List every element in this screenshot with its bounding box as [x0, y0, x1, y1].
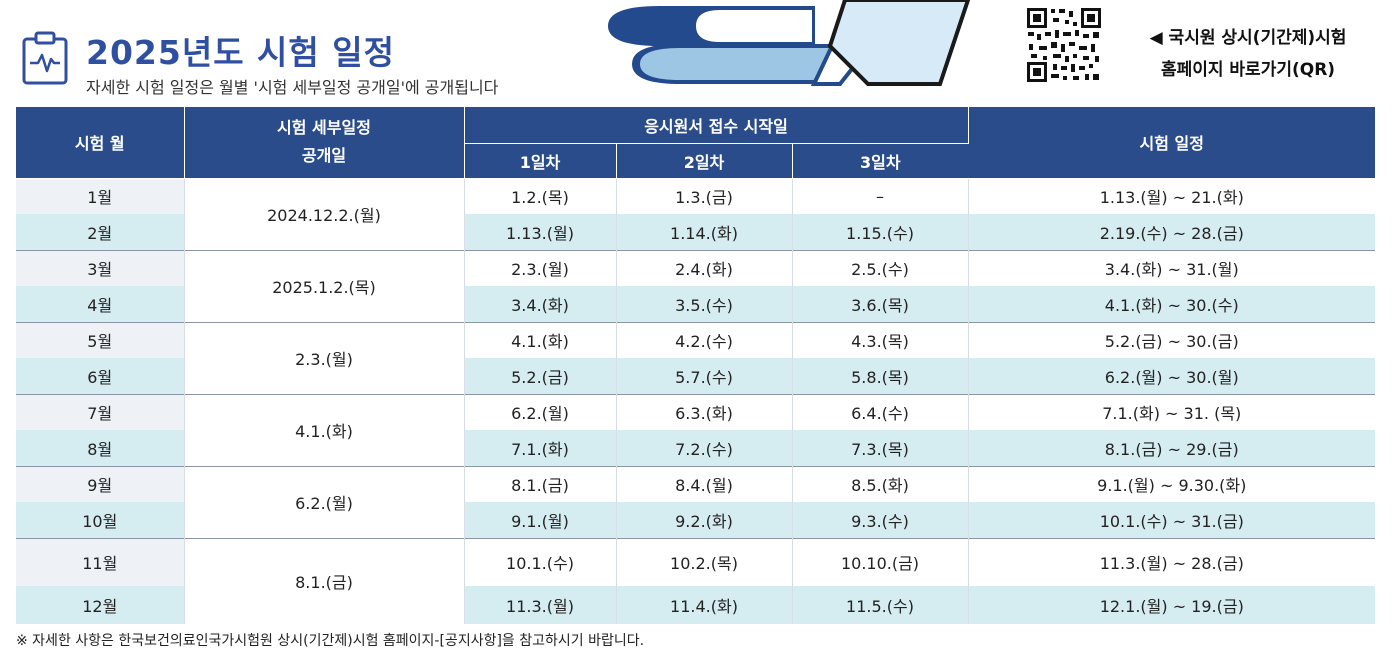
- day1-cell: 6.2.(월): [464, 393, 617, 430]
- day1-cell: 11.3.(월): [464, 586, 617, 624]
- day1-cell: 7.1.(화): [464, 430, 617, 466]
- qr-code-icon[interactable]: [1025, 6, 1103, 84]
- day1-cell: 10.1.(수): [464, 537, 617, 586]
- day3-cell: 5.8.(목): [792, 358, 969, 394]
- publish-date-cell: 6.2.(월): [184, 465, 465, 538]
- day2-cell: 3.5.(수): [616, 286, 793, 322]
- day1-cell: 5.2.(금): [464, 358, 617, 394]
- day3-cell: 3.6.(목): [792, 286, 969, 322]
- day2-cell: 6.3.(화): [616, 393, 793, 430]
- day2-cell: 2.4.(화): [616, 249, 793, 286]
- day3-cell: 7.3.(목): [792, 430, 969, 466]
- day2-cell: 11.4.(화): [616, 586, 793, 624]
- day2-cell: 1.3.(금): [616, 178, 793, 214]
- footnote: ※ 자세한 사항은 한국보건의료인국가시험원 상시(기간제)시험 홈페이지-[공…: [16, 633, 645, 649]
- exam-date-cell: 1.13.(월) ~ 21.(화): [968, 178, 1376, 214]
- month-cell: 7월: [16, 393, 185, 430]
- publish-date-cell: 2.3.(월): [184, 321, 465, 394]
- header-publish-line1: 시험 세부일정: [277, 118, 371, 138]
- day2-cell: 10.2.(목): [616, 537, 793, 586]
- exam-date-cell: 2.19.(수) ~ 28.(금): [968, 214, 1376, 250]
- month-cell: 8월: [16, 430, 185, 466]
- day3-cell: 6.4.(수): [792, 393, 969, 430]
- month-cell: 3월: [16, 249, 185, 286]
- day3-cell: 8.5.(화): [792, 465, 969, 502]
- publish-date-cell: 8.1.(금): [184, 537, 465, 624]
- month-cell: 11월: [16, 537, 185, 586]
- header-exam: 시험 일정: [968, 107, 1376, 179]
- header-publish-line2: 공개일: [301, 146, 347, 166]
- day2-cell: 8.4.(월): [616, 465, 793, 502]
- exam-date-cell: 3.4.(화) ~ 31.(월): [968, 249, 1376, 286]
- header-application: 응시원서 접수 시작일: [464, 107, 969, 144]
- exam-date-cell: 8.1.(금) ~ 29.(금): [968, 430, 1376, 466]
- exam-date-cell: 10.1.(수) ~ 31.(금): [968, 502, 1376, 538]
- month-cell: 9월: [16, 465, 185, 502]
- qr-link-line1: ◀ 국시원 상시(기간제)시험: [1149, 28, 1347, 48]
- page-subtitle: 자세한 시험 일정은 월별 '시험 세부일정 공개일'에 공개됩니다: [86, 78, 499, 97]
- day2-cell: 4.2.(수): [616, 321, 793, 358]
- month-cell: 6월: [16, 358, 185, 394]
- day3-cell: –: [792, 178, 969, 214]
- page-header: 2025년도 시험 일정 자세한 시험 일정은 월별 '시험 세부일정 공개일'…: [0, 0, 1393, 104]
- publish-date-cell: 4.1.(화): [184, 393, 465, 466]
- publish-date-cell: 2025.1.2.(목): [184, 249, 465, 322]
- qr-link-line2: 홈페이지 바로가기(QR): [1160, 60, 1336, 80]
- day1-cell: 1.13.(월): [464, 214, 617, 250]
- day3-cell: 4.3.(목): [792, 321, 969, 358]
- month-cell: 10월: [16, 502, 185, 538]
- header-month: 시험 월: [16, 107, 185, 179]
- header-day2: 2일차: [616, 143, 793, 179]
- month-cell: 2월: [16, 214, 185, 250]
- header-day1: 1일차: [464, 143, 617, 179]
- exam-schedule-table: 시험 월 시험 세부일정 공개일 응시원서 접수 시작일 시험 일정 1일차 2…: [16, 107, 1376, 624]
- exam-date-cell: 4.1.(화) ~ 30.(수): [968, 286, 1376, 322]
- day2-cell: 5.7.(수): [616, 358, 793, 394]
- header-day3: 3일차: [792, 143, 969, 179]
- day2-cell: 9.2.(화): [616, 502, 793, 538]
- day1-cell: 4.1.(화): [464, 321, 617, 358]
- month-cell: 4월: [16, 286, 185, 322]
- month-cell: 12월: [16, 586, 185, 624]
- exam-date-cell: 7.1.(화) ~ 31. (목): [968, 393, 1376, 430]
- book-stack-illustration: [608, 0, 971, 86]
- day3-cell: 10.10.(금): [792, 537, 969, 586]
- day1-cell: 1.2.(목): [464, 178, 617, 214]
- day1-cell: 2.3.(월): [464, 249, 617, 286]
- day1-cell: 8.1.(금): [464, 465, 617, 502]
- day3-cell: 11.5.(수): [792, 586, 969, 624]
- exam-date-cell: 12.1.(월) ~ 19.(금): [968, 586, 1376, 624]
- day3-cell: 1.15.(수): [792, 214, 969, 250]
- day2-cell: 1.14.(화): [616, 214, 793, 250]
- page-title: 2025년도 시험 일정: [86, 33, 395, 72]
- day1-cell: 9.1.(월): [464, 502, 617, 538]
- qr-homepage-link[interactable]: ◀ 국시원 상시(기간제)시험 홈페이지 바로가기(QR): [1118, 22, 1378, 86]
- month-cell: 1월: [16, 178, 185, 214]
- day2-cell: 7.2.(수): [616, 430, 793, 466]
- exam-date-cell: 11.3.(월) ~ 28.(금): [968, 537, 1376, 586]
- calendar-pulse-icon: [22, 31, 68, 85]
- day3-cell: 9.3.(수): [792, 502, 969, 538]
- exam-date-cell: 9.1.(월) ~ 9.30.(화): [968, 465, 1376, 502]
- day3-cell: 2.5.(수): [792, 249, 969, 286]
- month-cell: 5월: [16, 321, 185, 358]
- day1-cell: 3.4.(화): [464, 286, 617, 322]
- exam-date-cell: 6.2.(월) ~ 30.(월): [968, 358, 1376, 394]
- header-publish-date: 시험 세부일정 공개일: [184, 107, 465, 179]
- exam-date-cell: 5.2.(금) ~ 30.(금): [968, 321, 1376, 358]
- publish-date-cell: 2024.12.2.(월): [184, 178, 465, 250]
